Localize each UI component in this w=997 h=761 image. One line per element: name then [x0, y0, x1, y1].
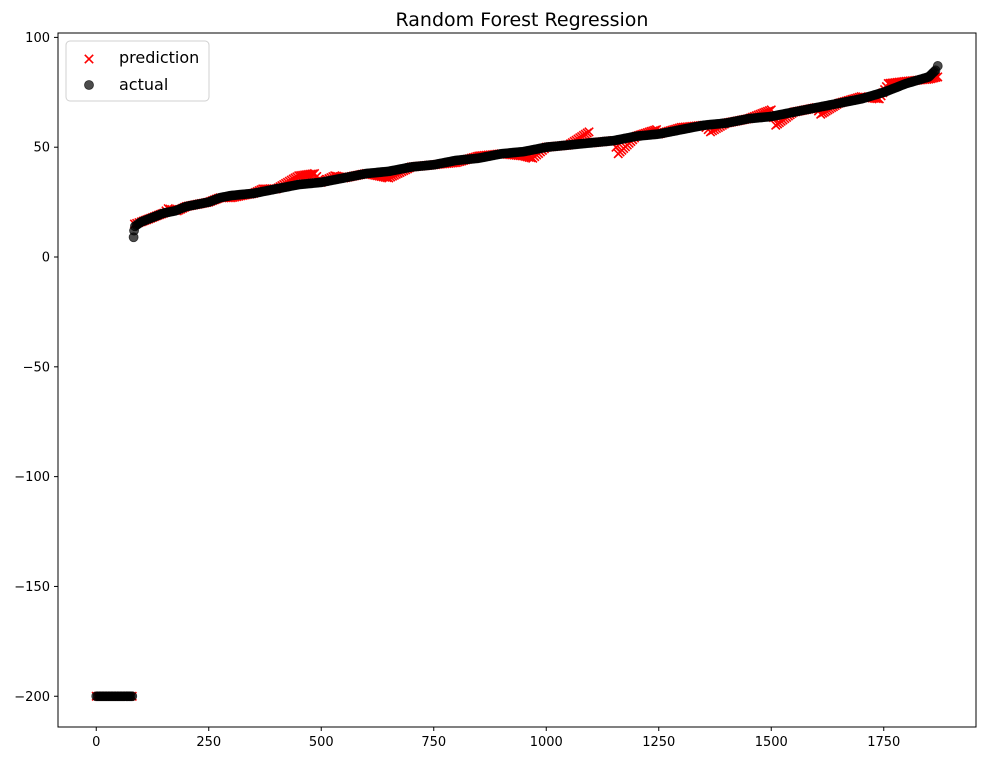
y-tick-label: −150 [14, 580, 50, 595]
y-tick-label: −200 [14, 690, 50, 705]
legend-actual-label: actual [119, 75, 168, 94]
prediction-point-stroke [307, 169, 318, 179]
x-tick-label: 250 [196, 735, 221, 750]
prediction-point-stroke [932, 72, 943, 82]
legend: prediction actual [65, 40, 210, 102]
plot-frame [57, 32, 977, 728]
actual-point [932, 61, 943, 71]
x-tick-label: 1250 [642, 735, 675, 750]
points-layer [91, 61, 943, 702]
axes-frame [57, 32, 977, 728]
y-tick-label: −50 [23, 360, 50, 375]
chart-title: Random Forest Regression [396, 9, 649, 31]
legend-box [65, 40, 210, 102]
x-tick-label: 1500 [755, 735, 788, 750]
legend-prediction-stroke [84, 54, 94, 64]
x-tick-label: 750 [421, 735, 446, 750]
x-tick-label: 500 [309, 735, 334, 750]
prediction-point-stroke [931, 72, 941, 83]
legend-actual-marker [84, 80, 94, 90]
legend-prediction-label: prediction [119, 48, 199, 67]
x-tick-label: 1750 [867, 735, 900, 750]
actual-point [127, 691, 138, 702]
prediction-point [584, 127, 594, 137]
y-tick-label: −100 [14, 470, 50, 485]
x-tick-label: 0 [92, 735, 100, 750]
ticks-layer: 0 250 500 750 1000 1250 1500 1750100500−50−100−… [14, 31, 900, 750]
legend-prediction-marker [84, 54, 94, 64]
y-tick-label: 100 [25, 31, 50, 46]
y-tick-label: 0 [42, 251, 50, 266]
prediction-point-stroke [584, 127, 594, 137]
x-tick-label: 1000 [530, 735, 563, 750]
y-tick-label: 50 [33, 141, 50, 156]
